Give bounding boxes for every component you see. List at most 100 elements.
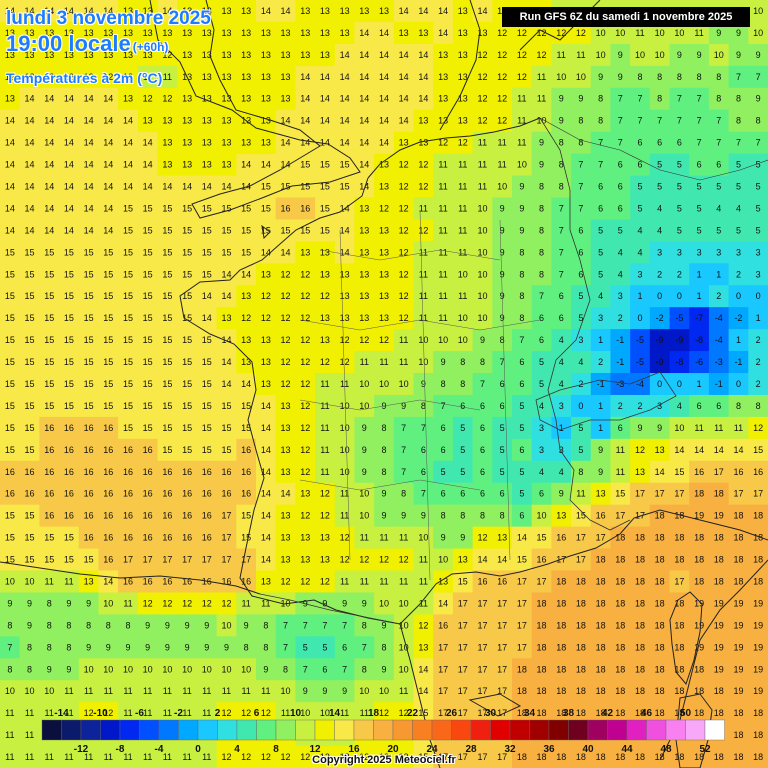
temperature-value: 18 <box>714 576 724 586</box>
temperature-value: 8 <box>362 620 367 630</box>
temperature-value: 5 <box>618 225 623 235</box>
temperature-value: 18 <box>596 620 606 630</box>
temperature-cell <box>177 241 198 264</box>
temperature-cell <box>334 65 356 89</box>
temperature-value: 5 <box>578 423 583 433</box>
temperature-value: 14 <box>44 160 54 170</box>
temperature-value: 12 <box>320 357 330 367</box>
temperature-value: 15 <box>84 335 94 345</box>
temperature-value: 0 <box>578 401 583 411</box>
temperature-value: 17 <box>182 555 192 565</box>
temperature-value: -5 <box>675 313 683 323</box>
temperature-value: 18 <box>576 708 586 718</box>
temperature-value: 11 <box>241 598 250 608</box>
temperature-value: 15 <box>202 401 212 411</box>
temperature-value: 10 <box>458 335 468 345</box>
temperature-value: 14 <box>300 116 310 126</box>
temperature-value: 6 <box>716 401 721 411</box>
temperature-value: 13 <box>162 28 172 38</box>
temperature-value: 3 <box>756 247 761 257</box>
temperature-cell <box>98 482 119 506</box>
temperature-cell <box>551 285 572 308</box>
temperature-cell <box>39 504 60 528</box>
temperature-value: 18 <box>615 533 625 543</box>
temperature-cell <box>669 21 690 45</box>
temperature-value: 11 <box>222 686 231 696</box>
temperature-value: 9 <box>66 664 71 674</box>
temperature-cell <box>59 285 80 308</box>
temperature-cell <box>118 307 139 330</box>
temperature-value: 8 <box>578 467 583 477</box>
temperature-value: 6 <box>657 138 662 148</box>
temperature-value: 14 <box>182 182 192 192</box>
temperature-value: 17 <box>497 620 507 630</box>
temperature-value: 15 <box>5 379 15 389</box>
temperature-value: 12 <box>340 555 350 565</box>
temperature-value: 11 <box>182 686 191 696</box>
temperature-value: 10 <box>556 72 566 82</box>
temperature-cell <box>472 21 493 45</box>
temperature-cell <box>354 526 375 550</box>
temperature-value: 10 <box>202 664 212 674</box>
temperature-cell <box>275 351 296 374</box>
temperature-value: 15 <box>44 335 54 345</box>
temperature-cell <box>630 263 651 286</box>
temperature-value: 19 <box>753 598 763 608</box>
temperature-value: 11 <box>458 203 467 213</box>
temperature-cell <box>118 526 139 550</box>
temperature-value: 18 <box>576 664 586 674</box>
temperature-value: 10 <box>340 423 350 433</box>
legend-swatch <box>529 719 550 741</box>
temperature-value: 17 <box>497 642 507 652</box>
temperature-cell <box>137 351 159 374</box>
temperature-cell <box>59 153 80 177</box>
temperature-cell <box>98 0 119 23</box>
temperature-cell <box>0 197 21 221</box>
temperature-value: 13 <box>359 6 369 16</box>
temperature-value: 14 <box>103 116 113 126</box>
temperature-value: 18 <box>714 555 724 565</box>
temperature-value: 13 <box>379 182 389 192</box>
temperature-cell <box>512 219 533 242</box>
temperature-value: 11 <box>64 576 73 586</box>
temperature-cell <box>374 153 395 177</box>
temperature-value: 9 <box>598 445 603 455</box>
temperature-cell <box>551 263 572 286</box>
temperature-cell <box>216 307 237 330</box>
temperature-cell <box>216 0 237 23</box>
temperature-value: 14 <box>64 203 74 213</box>
temperature-value: 18 <box>635 555 645 565</box>
temperature-cell <box>374 109 395 133</box>
temperature-value: 13 <box>5 50 15 60</box>
temperature-cell <box>137 329 159 352</box>
temperature-value: 6 <box>618 423 623 433</box>
temperature-cell <box>728 65 749 89</box>
temperature-cell <box>689 351 710 374</box>
temperature-value: 16 <box>202 467 212 477</box>
temperature-value: 10 <box>340 401 350 411</box>
temperature-cell <box>393 416 415 440</box>
temperature-value: 14 <box>143 138 153 148</box>
temperature-cell <box>551 197 572 221</box>
temperature-value: 14 <box>359 28 369 38</box>
temperature-cell <box>19 43 40 67</box>
temperature-value: 6 <box>716 160 721 170</box>
temperature-value: 15 <box>123 357 133 367</box>
temperature-cell <box>39 394 60 418</box>
temperature-value: 11 <box>478 138 487 148</box>
temperature-cell <box>98 526 119 550</box>
temperature-cell <box>275 482 296 506</box>
temperature-value: 10 <box>615 28 625 38</box>
temperature-cell <box>19 197 40 221</box>
temperature-value: 13 <box>281 467 291 477</box>
temperature-value: 18 <box>596 555 606 565</box>
temperature-value: 15 <box>123 401 133 411</box>
temperature-value: 12 <box>497 28 507 38</box>
temperature-value: 13 <box>261 72 271 82</box>
temperature-cell <box>669 351 690 374</box>
temperature-value: 16 <box>103 511 113 521</box>
temperature-value: 11 <box>360 533 369 543</box>
temperature-cell <box>571 307 592 330</box>
temperature-cell <box>452 307 474 330</box>
temperature-cell <box>630 548 651 572</box>
